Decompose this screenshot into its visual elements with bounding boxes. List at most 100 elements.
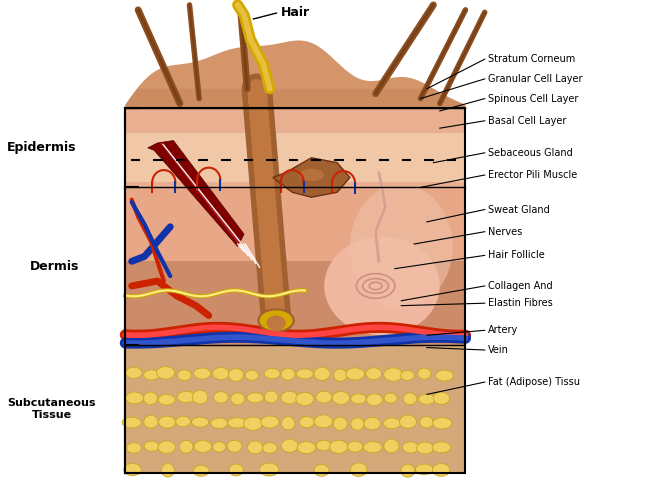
Ellipse shape (415, 464, 433, 475)
Text: Sebaceous Gland: Sebaceous Gland (488, 148, 572, 158)
Text: Erector Pili Muscle: Erector Pili Muscle (488, 170, 577, 180)
Text: Dermis: Dermis (30, 260, 80, 273)
FancyBboxPatch shape (125, 187, 465, 345)
Ellipse shape (420, 417, 433, 428)
Text: Nerves: Nerves (488, 227, 522, 237)
Ellipse shape (351, 418, 364, 430)
Polygon shape (148, 141, 244, 246)
Ellipse shape (350, 185, 453, 308)
Ellipse shape (297, 442, 316, 454)
Ellipse shape (384, 439, 399, 453)
Text: Basal Cell Layer: Basal Cell Layer (488, 116, 567, 126)
Ellipse shape (364, 417, 380, 430)
Ellipse shape (143, 370, 159, 380)
Ellipse shape (158, 441, 176, 454)
Ellipse shape (351, 394, 366, 404)
Ellipse shape (299, 417, 315, 428)
Text: Fat (Adipose) Tissu: Fat (Adipose) Tissu (488, 377, 580, 387)
Ellipse shape (316, 440, 331, 451)
Text: Epidermis: Epidermis (7, 141, 76, 154)
Text: Subcutaneous
Tissue: Subcutaneous Tissue (7, 398, 96, 420)
Ellipse shape (418, 368, 431, 379)
Polygon shape (125, 40, 465, 108)
Ellipse shape (247, 441, 263, 454)
Ellipse shape (228, 368, 243, 382)
Ellipse shape (330, 440, 347, 454)
Text: Sweat Gland: Sweat Gland (488, 205, 549, 214)
Ellipse shape (194, 441, 212, 453)
Ellipse shape (436, 370, 453, 381)
Ellipse shape (263, 443, 277, 453)
Text: Stratum Corneum: Stratum Corneum (488, 54, 575, 64)
Ellipse shape (143, 416, 158, 428)
Ellipse shape (316, 391, 332, 403)
Ellipse shape (347, 441, 363, 452)
Ellipse shape (281, 391, 298, 404)
Ellipse shape (334, 417, 347, 430)
Text: Elastin Fibres: Elastin Fibres (488, 298, 553, 308)
Ellipse shape (297, 369, 313, 379)
Ellipse shape (229, 464, 243, 476)
Ellipse shape (350, 463, 367, 476)
Ellipse shape (193, 368, 211, 379)
Ellipse shape (191, 417, 209, 427)
Polygon shape (273, 158, 350, 197)
Ellipse shape (245, 370, 259, 380)
Text: Granular Cell Layer: Granular Cell Layer (488, 74, 582, 84)
Ellipse shape (211, 418, 228, 428)
Ellipse shape (213, 442, 226, 452)
Ellipse shape (159, 416, 176, 428)
Ellipse shape (314, 464, 329, 476)
Ellipse shape (266, 316, 286, 330)
FancyBboxPatch shape (125, 133, 465, 182)
FancyBboxPatch shape (125, 187, 465, 261)
Ellipse shape (332, 391, 349, 404)
FancyBboxPatch shape (125, 108, 465, 187)
Ellipse shape (334, 369, 347, 382)
Ellipse shape (403, 393, 417, 405)
FancyBboxPatch shape (125, 345, 465, 473)
Ellipse shape (324, 237, 440, 335)
Ellipse shape (314, 415, 333, 428)
Ellipse shape (122, 417, 141, 428)
Ellipse shape (261, 416, 279, 428)
Ellipse shape (265, 391, 278, 403)
Ellipse shape (124, 463, 141, 476)
Ellipse shape (259, 310, 293, 332)
Ellipse shape (295, 392, 314, 405)
Ellipse shape (401, 371, 415, 381)
Ellipse shape (433, 418, 452, 429)
Ellipse shape (213, 367, 229, 380)
Text: Hair: Hair (281, 6, 311, 19)
Ellipse shape (281, 439, 298, 453)
Ellipse shape (126, 367, 142, 378)
Ellipse shape (227, 440, 242, 452)
Ellipse shape (176, 416, 191, 427)
Ellipse shape (228, 418, 247, 428)
Text: Collagen And: Collagen And (488, 281, 553, 291)
Ellipse shape (384, 418, 401, 429)
Text: Hair Follicle: Hair Follicle (488, 250, 545, 260)
Ellipse shape (367, 394, 382, 406)
Ellipse shape (243, 417, 263, 430)
Ellipse shape (260, 463, 279, 476)
Ellipse shape (403, 442, 418, 453)
Ellipse shape (231, 393, 245, 405)
Ellipse shape (126, 392, 143, 404)
Ellipse shape (282, 417, 295, 430)
Polygon shape (125, 89, 465, 108)
Ellipse shape (299, 169, 324, 181)
Ellipse shape (399, 415, 417, 428)
Ellipse shape (161, 463, 174, 477)
Ellipse shape (418, 394, 436, 404)
Ellipse shape (157, 366, 175, 379)
Ellipse shape (265, 368, 280, 379)
Ellipse shape (345, 368, 365, 380)
Ellipse shape (363, 442, 382, 453)
Ellipse shape (177, 391, 195, 403)
Ellipse shape (401, 464, 415, 477)
Ellipse shape (384, 368, 403, 381)
Ellipse shape (433, 392, 449, 404)
Ellipse shape (180, 440, 193, 453)
Ellipse shape (178, 370, 191, 381)
